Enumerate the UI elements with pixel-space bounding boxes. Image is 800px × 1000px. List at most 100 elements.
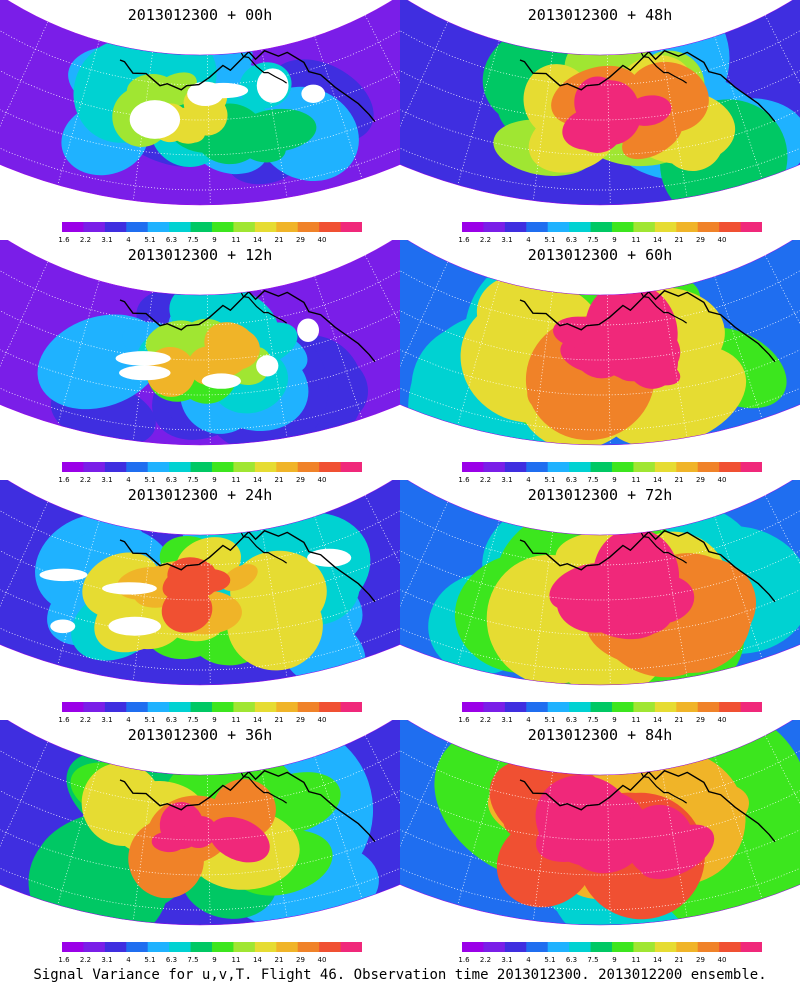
colorbar-tick-label: 4: [126, 716, 131, 724]
colorbar-tick-label: 14: [653, 956, 662, 964]
colorbar-tick-label: 1.6: [58, 716, 70, 724]
colorbar-tick-label: 14: [653, 716, 662, 724]
colorbar-swatch: [190, 942, 213, 952]
colorbar-tick-label: 7.5: [587, 716, 599, 724]
colorbar-swatch: [147, 462, 170, 472]
colorbar-swatch: [62, 702, 84, 712]
colorbar-swatch: [462, 462, 484, 472]
colorbar-swatch: [462, 222, 484, 232]
colorbar-swatch: [212, 222, 234, 232]
colorbar-swatch: [169, 702, 192, 712]
colorbar-swatch: [62, 942, 84, 952]
colorbar-swatch: [104, 462, 127, 472]
map-panel: 2013012300 + 48h 1.6 2.2 3.1 4 5.1 6.3 7.5 9 11 14…: [400, 0, 800, 245]
colorbar-swatch: [212, 702, 234, 712]
colorbar-swatch: [190, 222, 213, 232]
colorbar-tick-label: 7.5: [587, 476, 599, 484]
colorbar-tick-label: 21: [674, 716, 684, 724]
colorbar-swatch: [276, 942, 299, 952]
colorbar-tick-label: 2.2: [79, 476, 92, 484]
colorbar: [462, 702, 762, 712]
colorbar-swatch: [276, 702, 299, 712]
map-panel: 2013012300 + 24h 1.6 2.2 3.1 4 5.1 6.3 7.5 9 11 14…: [0, 480, 400, 725]
colorbar-swatch: [83, 702, 106, 712]
colorbar-swatch: [697, 222, 720, 232]
colorbar-labels: 1.6 2.2 3.1 4 5.1 6.3 7.5 9 11 14 21 29 40: [54, 476, 374, 486]
colorbar: [462, 222, 762, 232]
colorbar-swatch: [462, 942, 484, 952]
colorbar-swatch: [233, 222, 256, 232]
colorbar-tick-label: 6.3: [165, 956, 178, 964]
colorbar-swatch: [212, 462, 234, 472]
colorbar-swatch: [254, 702, 277, 712]
colorbar-swatch: [83, 222, 106, 232]
colorbar-tick-label: 4: [526, 956, 531, 964]
map-field: [0, 0, 400, 206]
colorbar-tick-label: 1.6: [458, 236, 470, 244]
colorbar-tick-label: 2.2: [479, 956, 492, 964]
colorbar-tick-label: 4: [126, 236, 131, 244]
variance-contour: [552, 810, 613, 866]
colorbar-tick-label: 1.6: [458, 956, 470, 964]
colorbar-labels: 1.6 2.2 3.1 4 5.1 6.3 7.5 9 11 14 21 29 40: [454, 956, 774, 966]
colorbar-tick-label: 3.1: [501, 956, 513, 964]
colorbar-tick-label: 40: [717, 236, 727, 244]
colorbar-swatch: [83, 462, 106, 472]
map-panel: 2013012300 + 36h 1.6 2.2 3.1 4 5.1 6.3 7.5 9 11 14…: [0, 720, 400, 965]
colorbar-labels: 1.6 2.2 3.1 4 5.1 6.3 7.5 9 11 14 21 29 40: [54, 956, 374, 966]
colorbar-labels: 1.6 2.2 3.1 4 5.1 6.3 7.5 9 11 14 21 29 40: [454, 716, 774, 726]
variance-contour: [162, 561, 215, 599]
colorbar-tick-label: 14: [253, 716, 262, 724]
colorbar-swatch: [126, 702, 149, 712]
colorbar-tick-label: 4: [526, 236, 531, 244]
colorbar-tick-label: 3.1: [501, 716, 513, 724]
map-panel: 2013012300 + 12h 1.6 2.2 3.1 4 5.1 6.3 7.5 9 11 14…: [0, 240, 400, 485]
colorbar-tick-label: 14: [253, 236, 262, 244]
colorbar-labels: 1.6 2.2 3.1 4 5.1 6.3 7.5 9 11 14 21 29 40: [454, 476, 774, 486]
colorbar-swatch: [547, 942, 570, 952]
colorbar-swatch: [62, 222, 84, 232]
colorbar-tick-label: 5.1: [544, 236, 556, 244]
colorbar-swatch: [697, 462, 720, 472]
colorbar-swatch: [569, 942, 592, 952]
colorbar-swatch: [297, 702, 320, 712]
colorbar: [62, 222, 362, 232]
colorbar-tick-label: 6.3: [565, 716, 578, 724]
colorbar-swatch: [740, 462, 762, 472]
colorbar-swatch: [462, 702, 484, 712]
colorbar-tick-label: 14: [653, 236, 662, 244]
colorbar-swatch: [126, 222, 149, 232]
colorbar-tick-label: 3.1: [101, 476, 113, 484]
colorbar-tick-label: 7.5: [187, 476, 199, 484]
colorbar-tick-label: 1.6: [58, 956, 70, 964]
colorbar-tick-label: 9: [612, 476, 617, 484]
colorbar-swatch: [233, 702, 256, 712]
colorbar-swatch: [569, 462, 592, 472]
colorbar-swatch: [697, 702, 720, 712]
colorbar-tick-label: 3.1: [501, 236, 513, 244]
colorbar-swatch: [483, 222, 506, 232]
colorbar-tick-label: 29: [296, 716, 305, 724]
variance-contour: [214, 328, 260, 370]
colorbar-tick-label: 14: [653, 476, 662, 484]
colorbar-swatch: [612, 702, 634, 712]
colorbar-tick-label: 2.2: [79, 236, 92, 244]
map-field: [0, 720, 400, 926]
colorbar-swatch: [719, 462, 742, 472]
colorbar-tick-label: 5.1: [144, 956, 156, 964]
panel-title: 2013012300 + 48h: [527, 6, 673, 24]
colorbar-swatch: [526, 222, 549, 232]
variance-contour: [161, 587, 213, 633]
colorbar-swatch: [697, 942, 720, 952]
variance-contour: [221, 564, 258, 592]
variance-contour: [191, 349, 223, 380]
colorbar-tick-label: 11: [631, 236, 641, 244]
colorbar-tick-label: 6.3: [565, 956, 578, 964]
colorbar-swatch: [276, 462, 299, 472]
colorbar-labels: 1.6 2.2 3.1 4 5.1 6.3 7.5 9 11 14 21 29 40: [454, 236, 774, 246]
colorbar-swatch: [126, 942, 149, 952]
colorbar-swatch: [740, 942, 762, 952]
colorbar-tick-label: 11: [631, 716, 641, 724]
colorbar-swatch: [233, 942, 256, 952]
colorbar-swatch: [633, 942, 656, 952]
